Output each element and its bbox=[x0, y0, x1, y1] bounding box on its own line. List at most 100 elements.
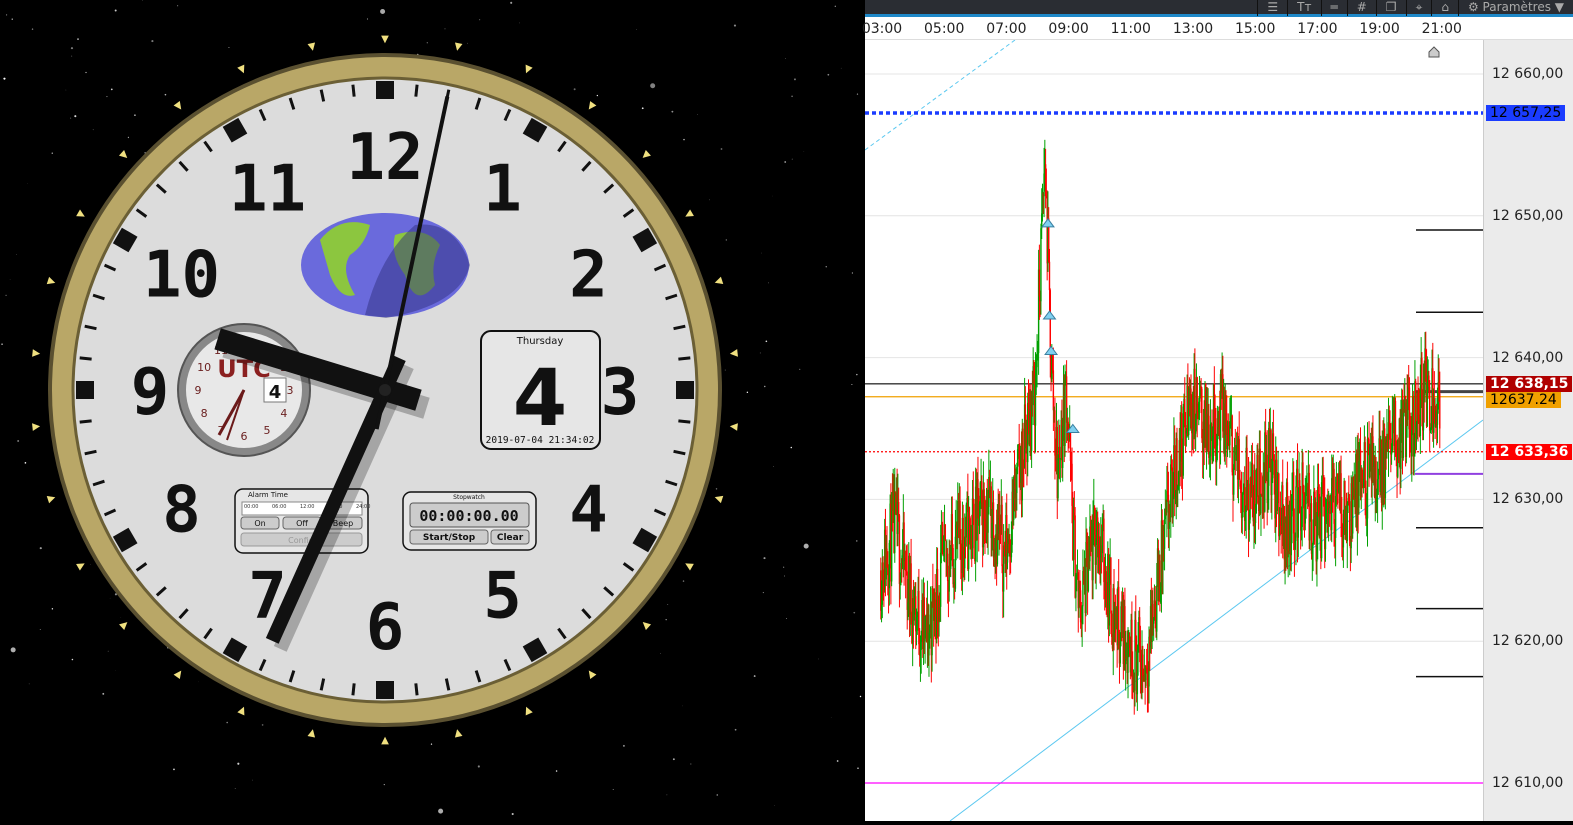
star bbox=[666, 794, 667, 795]
candle bbox=[1082, 550, 1083, 625]
marker-icon[interactable]: ⌖ bbox=[1406, 0, 1432, 16]
stopwatch-start-stop-button[interactable]: Start/Stop bbox=[410, 530, 488, 544]
bezel-marker: ▼ bbox=[728, 349, 740, 358]
candle bbox=[1032, 347, 1033, 425]
candle-body bbox=[1001, 505, 1002, 566]
candle-body bbox=[1176, 438, 1177, 489]
price-tick-label: 12 630,00 bbox=[1492, 491, 1563, 507]
time-tick-label: 03:00 bbox=[862, 21, 902, 37]
star bbox=[165, 94, 167, 96]
star bbox=[784, 161, 786, 163]
candle-body bbox=[1255, 513, 1256, 523]
alarm-on-button[interactable]: On bbox=[241, 517, 279, 529]
list-icon[interactable]: ☰ bbox=[1257, 0, 1287, 16]
price-tick-label: 12 660,00 bbox=[1492, 66, 1563, 82]
star bbox=[1, 343, 3, 345]
alarm-config-button[interactable]: Config bbox=[241, 533, 362, 546]
button-label: Start/Stop bbox=[423, 533, 476, 543]
candle-body bbox=[973, 504, 974, 559]
candle-body bbox=[945, 524, 946, 540]
star bbox=[574, 88, 576, 90]
star bbox=[763, 557, 765, 559]
star bbox=[841, 68, 842, 69]
bezel-marker: ▼ bbox=[712, 276, 725, 287]
star bbox=[804, 544, 809, 549]
alarm-off-button[interactable]: Off bbox=[283, 517, 321, 529]
bezel-marker: ▼ bbox=[381, 735, 389, 746]
bezel-marker: ▼ bbox=[585, 100, 598, 114]
bezel-marker: ▼ bbox=[381, 34, 389, 45]
trade-marker-icon bbox=[1042, 219, 1054, 227]
star bbox=[226, 722, 228, 724]
text-icon[interactable]: Tт bbox=[1287, 0, 1320, 16]
hour-number: 2 bbox=[569, 239, 608, 313]
lines-icon[interactable]: ═ bbox=[1321, 0, 1347, 16]
candle bbox=[1232, 415, 1233, 476]
utc-date: 4 bbox=[269, 382, 282, 403]
candle bbox=[1060, 458, 1061, 482]
hour-number: 10 bbox=[143, 239, 220, 313]
star bbox=[427, 42, 428, 43]
settings-label: Paramètres bbox=[1483, 0, 1551, 14]
star bbox=[773, 466, 774, 467]
candle-body bbox=[1064, 379, 1065, 445]
star bbox=[857, 94, 858, 95]
star bbox=[791, 447, 793, 449]
tag-icon[interactable]: ⌂ bbox=[1431, 0, 1458, 16]
star bbox=[40, 629, 41, 630]
candle-body bbox=[962, 518, 963, 551]
bezel-marker: ▼ bbox=[45, 493, 58, 504]
star bbox=[71, 56, 72, 57]
layers-icon[interactable]: ❐ bbox=[1376, 0, 1406, 16]
minute-tick bbox=[416, 85, 417, 97]
date-time: 2019-07-04 21:34:02 bbox=[486, 435, 595, 446]
candle-body bbox=[1110, 558, 1111, 614]
star bbox=[115, 9, 117, 11]
star bbox=[229, 47, 230, 48]
alarm-title: Alarm Time bbox=[248, 491, 288, 499]
bezel-marker: ▼ bbox=[682, 559, 696, 571]
trend-line-dashed bbox=[865, 40, 1015, 150]
candle-body bbox=[1273, 433, 1274, 454]
draw-icon[interactable]: # bbox=[1347, 0, 1376, 16]
candle bbox=[1003, 524, 1004, 617]
settings-button[interactable]: ⚙ Paramètres ▼ bbox=[1458, 0, 1573, 16]
star bbox=[673, 758, 675, 760]
price-chart[interactable] bbox=[865, 40, 1483, 821]
star bbox=[764, 386, 765, 387]
candle-body bbox=[1343, 535, 1344, 548]
star bbox=[683, 139, 684, 140]
star bbox=[837, 760, 839, 762]
bezel-marker: ▼ bbox=[237, 63, 249, 76]
star bbox=[235, 788, 236, 789]
stopwatch-clear-button[interactable]: Clear bbox=[491, 530, 529, 544]
hour-marker bbox=[376, 681, 394, 699]
bezel-marker: ▼ bbox=[172, 667, 185, 681]
chart-toolbar: ☰ Tт ═ # ❐ ⌖ ⌂ ⚙ Paramètres ▼ bbox=[865, 0, 1573, 17]
bezel-marker: ▼ bbox=[118, 149, 132, 162]
candle-body bbox=[1156, 585, 1157, 631]
candle-body bbox=[1174, 445, 1175, 497]
time-tick-label: 17:00 bbox=[1297, 21, 1337, 37]
star bbox=[6, 14, 7, 15]
minute-tick bbox=[678, 421, 690, 422]
alarm-scale-label: 12:00 bbox=[300, 504, 314, 510]
day-name: Thursday bbox=[516, 336, 564, 347]
candle-body bbox=[1040, 228, 1041, 301]
candle-body bbox=[1429, 387, 1430, 430]
utc-number: 5 bbox=[264, 424, 271, 437]
star bbox=[721, 148, 723, 150]
star bbox=[856, 374, 857, 375]
candle-body bbox=[1325, 522, 1326, 549]
star bbox=[794, 78, 796, 80]
candle-body bbox=[1059, 447, 1060, 459]
star bbox=[726, 239, 727, 240]
star bbox=[384, 784, 385, 785]
price-tick-label: 12 640,00 bbox=[1492, 350, 1563, 366]
star bbox=[25, 462, 27, 464]
alarm-scale-label: 24:00 bbox=[356, 504, 370, 510]
